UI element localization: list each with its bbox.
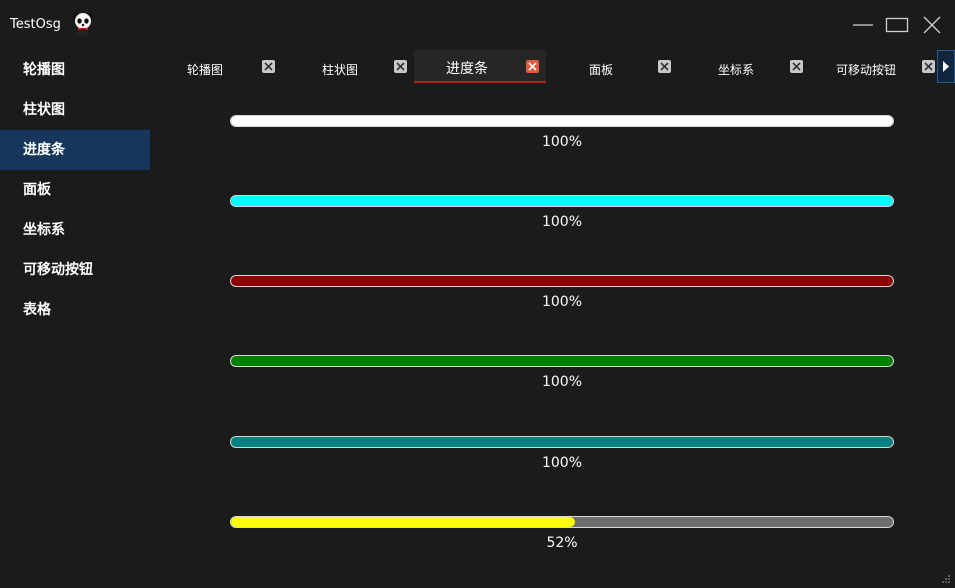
tab-close-icon[interactable]	[262, 60, 275, 73]
progress-fill	[231, 116, 893, 126]
tab-label: 坐标系	[718, 63, 755, 77]
progress-label: 100%	[541, 374, 583, 390]
tab-bar-chart[interactable]: 柱状图	[282, 50, 414, 83]
tab-label: 可移动按钮	[836, 63, 897, 77]
progress-label: 100%	[541, 455, 583, 471]
progress-bar-white	[230, 115, 894, 127]
progress-bar-teal	[230, 436, 894, 448]
sidebar: 轮播图 柱状图 进度条 面板 坐标系 可移动按钮 表格	[0, 50, 150, 588]
app-title: TestOsg	[10, 17, 61, 32]
tab-scroll-right-button[interactable]	[937, 50, 955, 83]
tab-label: 柱状图	[322, 63, 359, 77]
sidebar-item-progress-bar[interactable]: 进度条	[0, 130, 150, 170]
progress-bar-darkred	[230, 275, 894, 287]
tab-label: 轮播图	[187, 63, 224, 77]
tab-label: 进度条	[446, 61, 488, 77]
panda-icon	[73, 13, 93, 37]
tab-bar: 轮播图 柱状图 进度条 面板 坐标系 可移动按钮	[150, 50, 955, 83]
title-bar: TestOsg	[0, 0, 955, 50]
progress-label: 100%	[541, 134, 583, 150]
tab-close-icon[interactable]	[658, 60, 671, 73]
sidebar-item-label: 可移动按钮	[23, 262, 93, 278]
sidebar-item-label: 面板	[23, 182, 51, 198]
tab-close-icon[interactable]	[922, 60, 935, 73]
progress-fill	[231, 437, 893, 447]
tab-coordinate-system[interactable]: 坐标系	[678, 50, 810, 83]
tab-close-icon[interactable]	[790, 60, 803, 73]
progress-label: 100%	[541, 214, 583, 230]
sidebar-item-bar-chart[interactable]: 柱状图	[0, 90, 150, 130]
minimize-icon[interactable]	[851, 13, 875, 37]
tab-close-icon[interactable]	[526, 60, 539, 73]
sidebar-item-coordinate-system[interactable]: 坐标系	[0, 210, 150, 250]
progress-fill	[231, 356, 893, 366]
sidebar-item-label: 轮播图	[23, 62, 65, 78]
sidebar-item-table[interactable]: 表格	[0, 290, 150, 330]
arrow-right-icon	[943, 61, 949, 72]
progress-bar-cyan	[230, 195, 894, 207]
tab-progress-bar[interactable]: 进度条	[414, 50, 546, 83]
sidebar-item-label: 柱状图	[23, 102, 65, 118]
progress-bar-yellow	[230, 516, 894, 528]
sidebar-item-label: 坐标系	[23, 222, 65, 238]
close-icon[interactable]	[920, 13, 944, 37]
sidebar-item-carousel[interactable]: 轮播图	[0, 50, 150, 90]
status-strip	[0, 565, 955, 588]
tab-carousel[interactable]: 轮播图	[150, 50, 282, 83]
tab-panel[interactable]: 面板	[546, 50, 678, 83]
progress-fill	[231, 276, 893, 286]
sidebar-item-label: 进度条	[23, 142, 65, 158]
tab-label: 面板	[589, 63, 614, 77]
tab-movable-button[interactable]: 可移动按钮	[810, 50, 937, 83]
progress-label: 100%	[541, 294, 583, 310]
sidebar-item-movable-button[interactable]: 可移动按钮	[0, 250, 150, 290]
progress-fill	[231, 517, 576, 527]
resize-grip-icon[interactable]	[941, 574, 951, 584]
sidebar-item-label: 表格	[23, 302, 51, 318]
tab-close-icon[interactable]	[394, 60, 407, 73]
progress-label: 52%	[546, 535, 578, 551]
maximize-icon[interactable]	[885, 13, 909, 37]
progress-bar-panel: 100% 100% 100% 100% 100% 52%	[150, 83, 938, 565]
sidebar-item-panel[interactable]: 面板	[0, 170, 150, 210]
progress-bar-green	[230, 355, 894, 367]
progress-fill	[231, 196, 893, 206]
